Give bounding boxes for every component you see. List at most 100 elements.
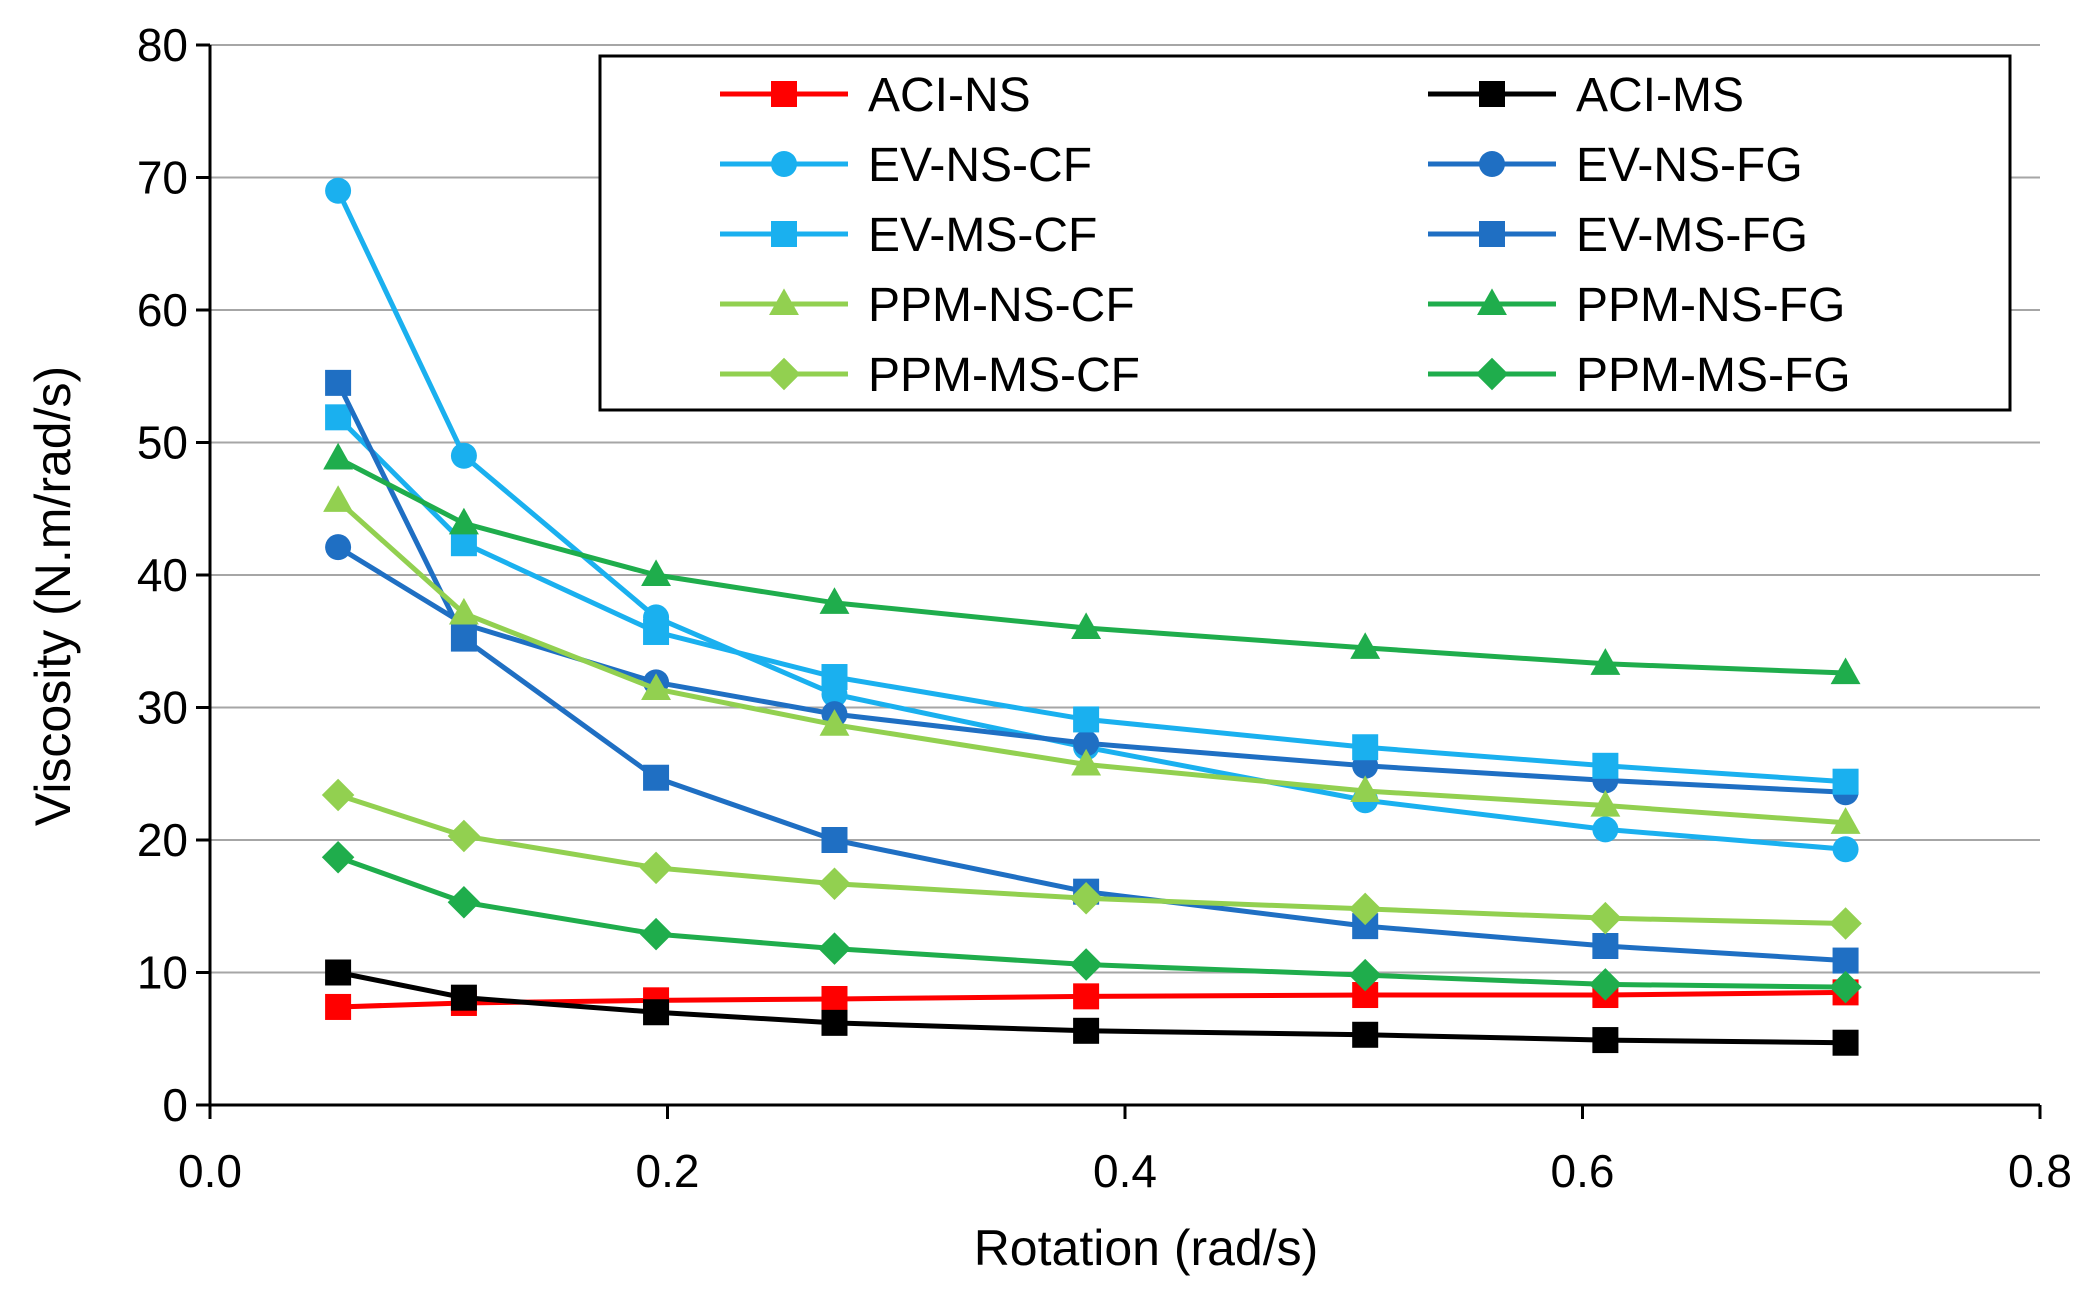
- series-ppm-ms-fg: [321, 840, 1862, 1004]
- series-line-ev-ms-fg: [335, 381, 1846, 964]
- data-point-aci-ns: [821, 986, 848, 1012]
- y-tick-label: 20: [137, 814, 188, 866]
- legend-item-ev-ms-cf: EV-MS-CF: [720, 209, 1097, 262]
- data-point-ev-ns-cf: [450, 442, 477, 469]
- data-point-ppm-ms-cf: [447, 819, 481, 853]
- data-point-ev-ns-cf: [325, 177, 352, 204]
- legend-marker-ppm-ms-fg: [1475, 357, 1509, 391]
- data-point-ev-ms-cf: [1592, 752, 1619, 779]
- y-tick-labels: 0 10 20 30 40 50 60 70 80: [137, 19, 188, 1131]
- data-point-ppm-ms-fg: [639, 917, 673, 951]
- data-point-ppm-ms-fg: [818, 932, 851, 965]
- data-point-ppm-ns-fg: [1590, 648, 1621, 675]
- series-ppm-ns-fg: [323, 442, 1861, 685]
- data-point-ppm-ns-fg: [1350, 632, 1381, 659]
- series-line-ev-ms-cf: [336, 415, 1846, 785]
- data-point-ppm-ns-fg: [1830, 657, 1861, 685]
- data-point-ev-ms-cf: [821, 664, 848, 691]
- data-point-aci-ms: [1073, 1017, 1100, 1044]
- series-line-aci-ms: [337, 970, 1846, 1046]
- data-point-ppm-ns-fg: [1071, 612, 1102, 640]
- data-point-aci-ms: [325, 959, 352, 986]
- data-point-ev-ms-fg: [821, 827, 848, 853]
- series-line-ppm-ns-cf: [336, 498, 1846, 826]
- series-line-ev-ns-cf: [335, 189, 1846, 852]
- data-point-ppm-ns-fg: [448, 507, 479, 535]
- data-point-ppm-ms-cf: [1829, 907, 1862, 940]
- x-tick-label: 0.2: [636, 1145, 700, 1197]
- data-point-ppm-ms-fg: [1589, 968, 1622, 1001]
- data-point-aci-ms: [1352, 1021, 1379, 1048]
- data-point-ppm-ns-cf: [323, 485, 354, 512]
- data-point-ppm-ms-fg: [1069, 948, 1103, 981]
- y-tick-label: 10: [137, 947, 188, 999]
- y-tick-label: 60: [137, 284, 188, 336]
- legend-label: EV-MS-FG: [1576, 209, 1808, 262]
- legend-marker-ppm-ms-cf: [767, 357, 801, 391]
- axes: [196, 43, 2042, 1119]
- y-tick-label: 30: [137, 682, 188, 734]
- y-tick-label: 70: [137, 152, 188, 204]
- legend-item-ppm-ns-fg: PPM-NS-FG: [1428, 279, 1845, 332]
- x-tick-label: 0.6: [1551, 1145, 1615, 1197]
- data-point-aci-ns: [325, 993, 352, 1020]
- data-series: [321, 177, 1862, 1056]
- legend-marker-ppm-ns-fg: [1477, 288, 1507, 316]
- data-point-ev-ms-cf: [450, 530, 477, 557]
- y-tick-label: 50: [137, 417, 188, 469]
- data-point-ppm-ns-cf: [448, 597, 479, 625]
- data-point-ev-ns-cf: [1592, 816, 1619, 843]
- y-axis-title: Viscosity (N.m/rad/s): [25, 366, 81, 826]
- series-line-ppm-ns-fg: [336, 456, 1846, 676]
- data-point-ppm-ms-cf: [1589, 901, 1622, 935]
- data-point-ppm-ms-cf: [1348, 892, 1382, 926]
- data-point-ppm-ms-fg: [1829, 970, 1862, 1004]
- legend-label: ACI-NS: [868, 69, 1031, 122]
- data-point-aci-ms: [821, 1009, 848, 1036]
- data-point-ppm-ns-cf: [1071, 748, 1102, 776]
- data-point-ppm-ns-fg: [819, 587, 850, 614]
- data-point-ppm-ms-fg: [1348, 958, 1382, 992]
- legend-label: ACI-MS: [1576, 69, 1744, 122]
- data-point-ppm-ns-fg: [641, 559, 672, 587]
- y-tick-label: 80: [137, 19, 188, 71]
- data-point-aci-ns: [1073, 983, 1100, 1010]
- data-point-ev-ms-fg: [450, 625, 477, 652]
- y-tick-label: 40: [137, 549, 188, 601]
- data-point-ppm-ns-cf: [641, 673, 672, 700]
- series-aci-ms: [325, 959, 1859, 1056]
- legend-marker-aci-ms: [1479, 81, 1505, 107]
- x-tick-label: 0.4: [1093, 1145, 1157, 1197]
- data-point-ppm-ms-cf: [321, 778, 355, 812]
- legend: ACI-NS ACI-MS EV-NS-CF EV-NS-FG EV-MS-CF EV-M…: [598, 54, 2012, 412]
- legend-marker-ev-ms-cf: [771, 221, 797, 247]
- legend-item-ev-ms-fg: EV-MS-FG: [1428, 209, 1808, 262]
- legend-item-ppm-ms-fg: PPM-MS-FG: [1428, 349, 1851, 402]
- data-point-ev-ns-fg: [325, 534, 352, 561]
- legend-marker-ppm-ns-cf: [769, 288, 799, 316]
- data-point-ppm-ms-cf: [639, 851, 673, 885]
- data-point-ev-ms-fg: [325, 369, 352, 396]
- legend-marker-ev-ns-fg: [1479, 151, 1505, 177]
- data-point-aci-ms: [450, 984, 477, 1011]
- legend-label: EV-NS-FG: [1576, 139, 1803, 192]
- legend-label: PPM-NS-CF: [868, 279, 1135, 332]
- data-point-ppm-ns-fg: [323, 442, 354, 470]
- data-point-aci-ms: [1592, 1027, 1619, 1054]
- legend-item-aci-ms: ACI-MS: [1428, 69, 1744, 122]
- data-point-ev-ms-cf: [1352, 734, 1379, 761]
- data-point-ev-ns-cf: [1832, 836, 1859, 863]
- legend-label: PPM-MS-FG: [1576, 349, 1851, 402]
- data-point-ev-ms-cf: [1832, 768, 1859, 795]
- data-point-ev-ms-fg: [1832, 947, 1859, 974]
- series-ev-ms-cf: [325, 404, 1859, 795]
- data-point-ppm-ns-cf: [1350, 775, 1381, 803]
- legend-marker-ev-ms-fg: [1479, 221, 1505, 247]
- legend-label: EV-NS-CF: [868, 139, 1092, 192]
- data-point-ppm-ms-cf: [818, 867, 851, 900]
- series-ppm-ns-cf: [323, 485, 1861, 834]
- data-point-ppm-ns-cf: [1830, 807, 1861, 834]
- data-point-ppm-ms-fg: [447, 886, 481, 919]
- legend-label: PPM-MS-CF: [868, 349, 1140, 402]
- legend-marker-aci-ns: [771, 81, 797, 107]
